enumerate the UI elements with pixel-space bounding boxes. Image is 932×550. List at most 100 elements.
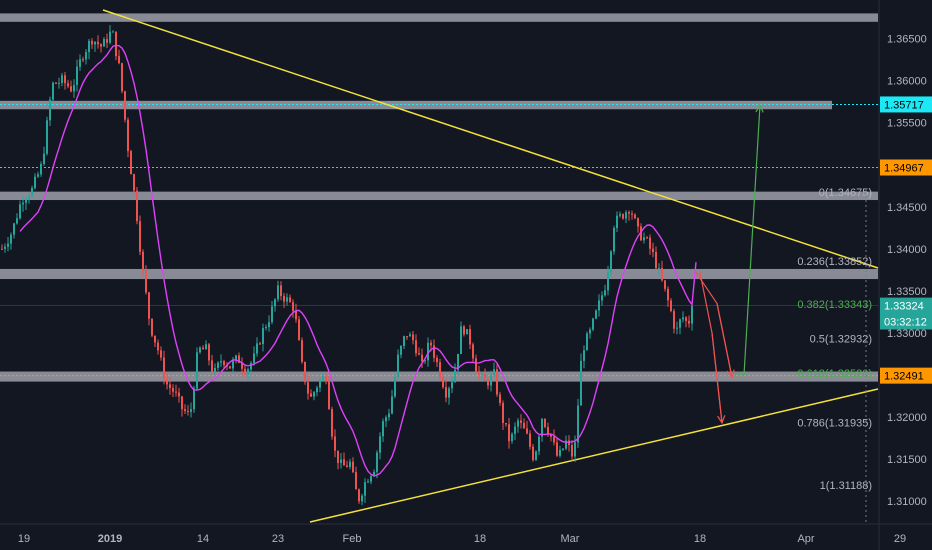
candle-body — [211, 360, 213, 372]
candle-body — [187, 411, 189, 413]
candle-body — [562, 448, 564, 450]
candle-body — [469, 329, 471, 345]
candle-body — [376, 452, 378, 472]
candle-body — [436, 357, 438, 363]
candle-body — [208, 344, 210, 361]
candle-body — [610, 251, 612, 273]
candle-body — [121, 63, 123, 92]
price-tick-label: 1.36500 — [887, 34, 927, 46]
candle-body — [556, 442, 558, 456]
candle-body — [241, 362, 243, 369]
candle-body — [496, 369, 498, 395]
candle-body — [160, 350, 162, 358]
candle-body — [262, 328, 264, 345]
candle-body — [46, 120, 48, 154]
candle-body — [202, 347, 204, 350]
candle-body — [673, 311, 675, 329]
candle-body — [502, 402, 504, 424]
candle-body — [664, 280, 666, 289]
price-label-box — [880, 367, 932, 384]
candle-body — [466, 329, 468, 335]
candle-body — [637, 218, 639, 227]
candle-body — [481, 373, 483, 376]
time-tick-label: 2019 — [98, 533, 122, 545]
candle-body — [463, 326, 465, 335]
candle-body — [103, 39, 105, 47]
price-label-box — [880, 313, 932, 330]
fib-level-label: 1(1.31188) — [820, 480, 872, 492]
price-label-box — [880, 297, 932, 314]
candle-body — [526, 428, 528, 434]
fib-level-label: 0.786(1.31935) — [797, 417, 872, 429]
candle-body — [148, 292, 150, 319]
candle-body — [343, 459, 345, 466]
candle-body — [85, 52, 87, 60]
price-tick-label: 1.35500 — [887, 118, 927, 130]
candle-body — [484, 373, 486, 381]
candle-body — [130, 151, 132, 175]
price-tick-label: 1.32000 — [887, 412, 927, 424]
candle-body — [133, 174, 135, 191]
candle-body — [394, 377, 396, 397]
candle-body — [613, 228, 615, 252]
candle-body — [214, 367, 216, 372]
candle-body — [175, 391, 177, 393]
price-label-text: 1.34967 — [884, 162, 924, 174]
price-tick-label: 1.31000 — [887, 496, 927, 508]
candle-body — [517, 420, 519, 427]
candle-body — [109, 31, 111, 43]
candle-body — [451, 382, 453, 389]
price-tick-label: 1.31500 — [887, 454, 927, 466]
candle-body — [580, 360, 582, 406]
fib-level-label: 0.5(1.32932) — [810, 334, 872, 346]
candle-body — [529, 433, 531, 447]
price-tick-label: 1.33500 — [887, 286, 927, 298]
zone-band — [0, 268, 878, 280]
candle-body — [676, 327, 678, 329]
candle-body — [70, 86, 72, 92]
candle-body — [25, 199, 27, 203]
candle-body — [139, 221, 141, 252]
candle-body — [490, 374, 492, 386]
candle-body — [679, 319, 681, 328]
candle-body — [439, 362, 441, 378]
candle-body — [403, 336, 405, 346]
price-axis-panel — [879, 0, 932, 550]
candle-body — [184, 409, 186, 412]
candle-body — [628, 212, 630, 214]
candle-body — [370, 476, 372, 482]
candle-body — [43, 153, 45, 165]
candle-body — [37, 174, 39, 177]
candle-body — [220, 361, 222, 363]
candle-body — [244, 368, 246, 375]
candle-body — [205, 344, 207, 350]
candle-body — [7, 243, 9, 247]
candle-body — [61, 75, 63, 83]
candle-body — [157, 342, 159, 351]
candle-body — [280, 285, 282, 296]
candle-body — [271, 306, 273, 323]
candle-body — [169, 384, 171, 388]
candle-body — [193, 388, 195, 410]
candle-body — [28, 196, 30, 200]
candle-body — [124, 91, 126, 120]
candle-body — [172, 387, 174, 392]
candle-body — [91, 40, 93, 45]
candle-body — [307, 382, 309, 394]
price-tick-label: 1.33000 — [887, 328, 927, 340]
candle-body — [136, 190, 138, 222]
candle-body — [1, 248, 3, 250]
candle-body — [475, 358, 477, 372]
candle-body — [283, 295, 285, 302]
candles — [1, 25, 693, 506]
candle-body — [670, 300, 672, 312]
candle-body — [385, 417, 387, 422]
zone-band — [0, 191, 878, 201]
candle-body — [667, 288, 669, 301]
candle-body — [253, 353, 255, 363]
price-label-text: 1.32491 — [884, 371, 924, 383]
candle-body — [538, 436, 540, 452]
candle-body — [316, 387, 318, 393]
candle-body — [391, 396, 393, 414]
